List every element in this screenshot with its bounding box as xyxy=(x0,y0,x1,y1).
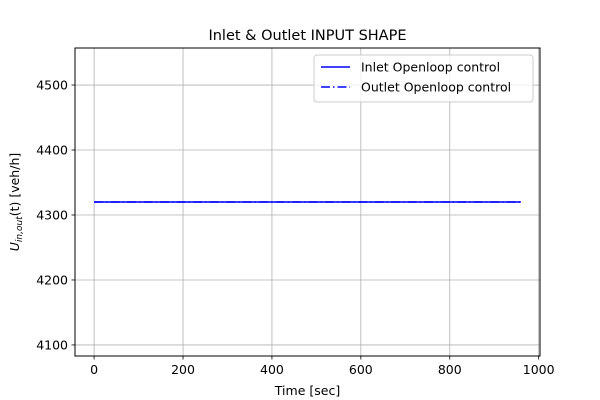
y-tick-label: 4400 xyxy=(36,143,68,158)
chart-title: Inlet & Outlet INPUT SHAPE xyxy=(208,28,406,44)
x-tick-label: 200 xyxy=(171,362,195,377)
x-axis-ticks: 0 200 400 600 800 1000 xyxy=(90,356,555,377)
x-tick-label: 0 xyxy=(90,362,98,377)
plot-frame xyxy=(74,47,541,357)
legend-label-1: Inlet Openloop control xyxy=(361,60,500,75)
y-tick-label: 4300 xyxy=(36,207,68,222)
x-tick-label: 1000 xyxy=(523,362,555,377)
legend-box xyxy=(313,54,534,103)
x-tick-label: 800 xyxy=(438,362,462,377)
y-axis-label-suffix: (t) [veh/h] xyxy=(7,153,22,217)
legend: Inlet Openloop control Outlet Openloop co… xyxy=(313,54,534,103)
y-tick-label: 4500 xyxy=(36,78,68,93)
legend-entries: Inlet Openloop control Outlet Openloop co… xyxy=(321,60,511,95)
y-axis-label-subscript: in,out xyxy=(15,216,25,242)
y-axis-label: Uin,out(t) [veh/h] xyxy=(7,153,25,252)
x-tick-label: 400 xyxy=(260,362,284,377)
y-axis-ticks: 4100 4200 4300 4400 4500 xyxy=(36,78,75,352)
legend-label-2: Outlet Openloop control xyxy=(361,80,511,95)
x-tick-label: 600 xyxy=(349,362,373,377)
y-axis-label-symbol: U xyxy=(7,242,22,251)
y-tick-label: 4100 xyxy=(36,337,68,352)
y-tick-label: 4200 xyxy=(36,272,68,287)
x-axis-label: Time [sec] xyxy=(274,383,340,398)
